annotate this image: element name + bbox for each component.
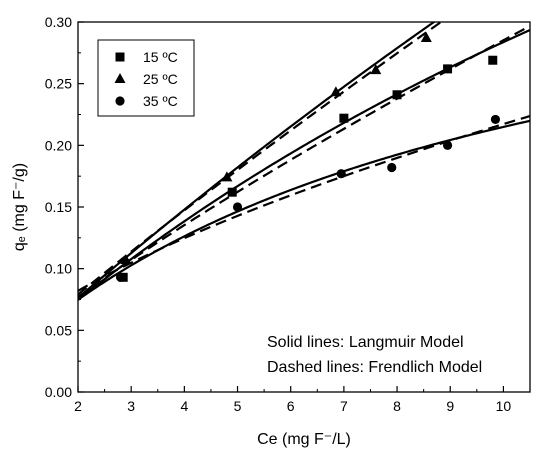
fit-curves (78, 22, 530, 301)
y-tick-label: 0.20 (45, 137, 72, 153)
langmuir-fit-line (78, 29, 530, 301)
x-tick-label: 10 (496, 398, 512, 414)
data-point-square (227, 187, 237, 197)
y-axis-title: qₑ (mg F⁻/g) (11, 163, 28, 251)
legend-marker-triangle (114, 73, 126, 83)
x-tick-label: 5 (234, 398, 242, 414)
x-tick-label: 7 (340, 398, 348, 414)
data-point-circle (387, 162, 397, 173)
data-points (115, 32, 501, 282)
x-tick-label: 8 (393, 398, 401, 414)
x-axis-title: Ce (mg F⁻/L) (257, 431, 351, 448)
data-point-circle (115, 272, 126, 282)
x-tick-label: 3 (127, 398, 135, 414)
data-point-triangle (120, 254, 132, 265)
data-point-circle (490, 114, 501, 125)
data-point-triangle (221, 171, 233, 182)
legend-label: 35 ºC (143, 93, 178, 109)
y-tick-label: 0.05 (45, 322, 72, 338)
data-point-square (488, 55, 498, 65)
x-tick-label: 4 (180, 398, 188, 414)
legend-marker-circle (115, 96, 125, 106)
x-tick-label: 6 (287, 398, 295, 414)
data-point-circle (232, 202, 243, 212)
freundlich-fit-line (78, 114, 530, 292)
legend-marker-square (115, 52, 125, 62)
data-point-circle (442, 140, 453, 150)
data-point-square (339, 113, 349, 123)
x-tick-label: 2 (74, 398, 82, 414)
y-tick-label: 0.25 (45, 76, 72, 92)
y-tick-label: 0.00 (45, 384, 72, 400)
langmuir-fit-line (78, 22, 436, 299)
data-point-square (392, 90, 402, 100)
data-point-triangle (330, 86, 342, 97)
y-tick-label: 0.30 (45, 14, 72, 30)
x-tick-label: 9 (446, 398, 454, 414)
legend-box (97, 39, 195, 117)
x-axis: 2 3 4 5 6 7 8 9 10 (74, 386, 511, 414)
data-point-circle (336, 169, 346, 179)
legend-label: 25 ºC (143, 71, 178, 87)
langmuir-fit-line (78, 119, 530, 301)
y-axis: 0.00 0.05 0.10 0.15 0.20 0.25 0.30 (45, 14, 84, 400)
freundlich-fit-line (78, 25, 530, 298)
legend: 15 ºC 25 ºC 35 ºC (97, 39, 195, 117)
annotation-langmuir: Solid lines: Langmuir Model (267, 334, 464, 351)
y-tick-label: 0.15 (45, 199, 72, 215)
data-point-triangle (420, 32, 432, 43)
data-point-triangle (370, 64, 382, 75)
data-point-square (443, 64, 453, 74)
annotation-freundlich: Dashed lines: Frendlich Model (267, 359, 482, 376)
legend-label: 15 ºC (143, 49, 178, 65)
y-tick-label: 0.10 (45, 261, 72, 277)
